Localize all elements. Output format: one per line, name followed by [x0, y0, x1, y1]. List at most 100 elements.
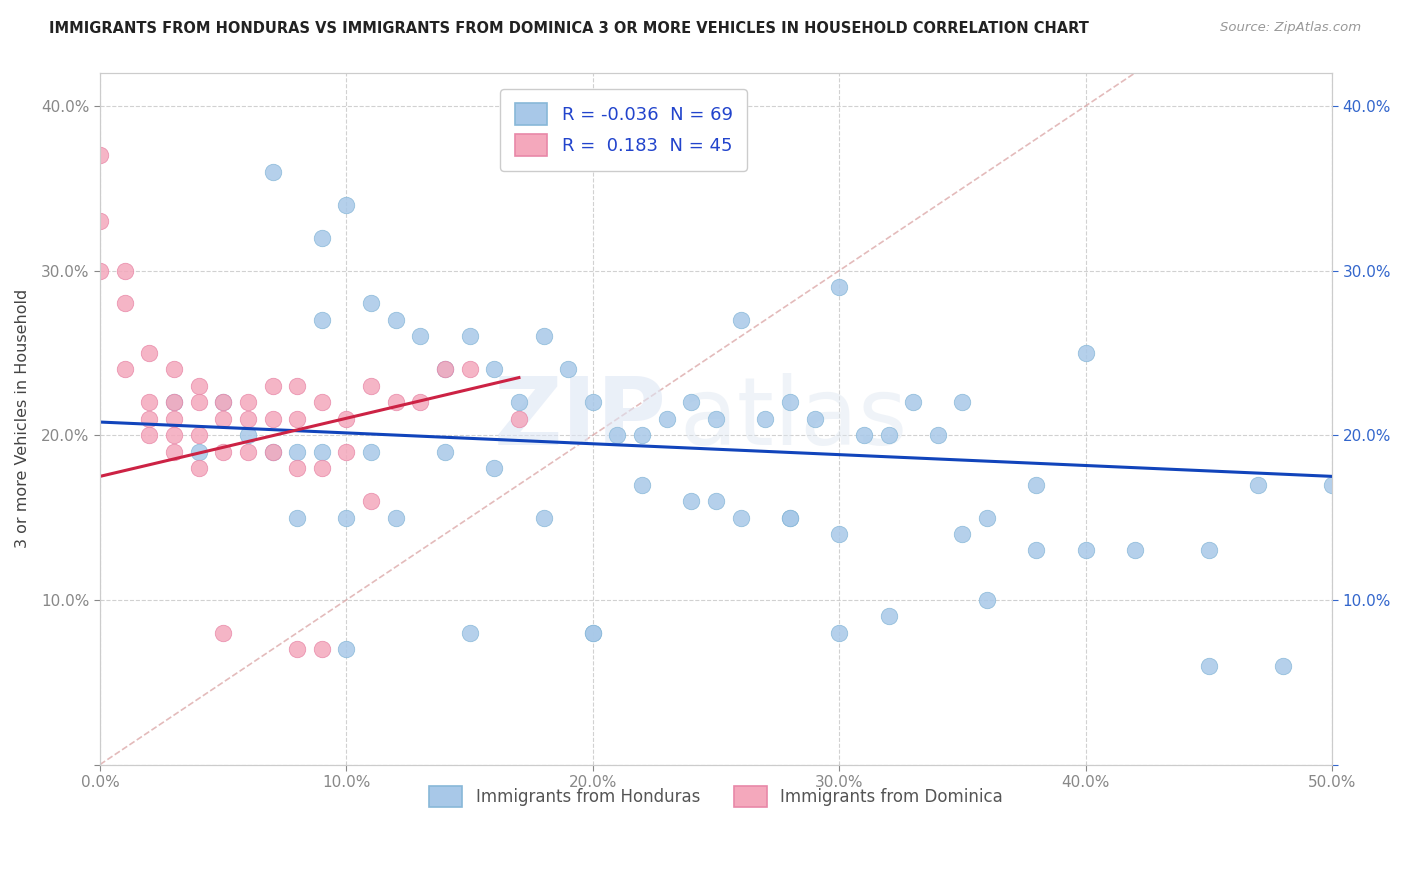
Point [952, 527, 974, 541]
Point [212, 625, 235, 640]
Point [89, 214, 111, 228]
Point [681, 494, 703, 508]
Point [236, 411, 259, 425]
Point [187, 428, 209, 442]
Point [828, 280, 851, 294]
Point [311, 461, 333, 475]
Point [779, 395, 801, 409]
Point [163, 362, 186, 376]
Point [1198, 543, 1220, 558]
Point [655, 411, 678, 425]
Point [236, 428, 259, 442]
Point [901, 395, 924, 409]
Point [976, 592, 998, 607]
Point [360, 444, 382, 458]
Point [384, 510, 406, 524]
Point [384, 313, 406, 327]
Point [1074, 543, 1097, 558]
Point [1198, 658, 1220, 673]
Point [409, 395, 432, 409]
Point [508, 395, 530, 409]
Point [730, 510, 752, 524]
Point [89, 148, 111, 162]
Point [285, 510, 308, 524]
Point [163, 395, 186, 409]
Point [458, 362, 481, 376]
Point [434, 362, 457, 376]
Point [138, 428, 160, 442]
Point [212, 411, 235, 425]
Point [285, 411, 308, 425]
Text: Source: ZipAtlas.com: Source: ZipAtlas.com [1220, 21, 1361, 35]
Point [557, 362, 579, 376]
Point [704, 494, 727, 508]
Point [138, 411, 160, 425]
Point [582, 625, 605, 640]
Point [335, 510, 357, 524]
Point [704, 411, 727, 425]
Point [1247, 477, 1270, 491]
Point [89, 263, 111, 277]
Point [262, 444, 284, 458]
Point [1320, 477, 1343, 491]
Point [828, 625, 851, 640]
Point [163, 395, 186, 409]
Point [409, 329, 432, 343]
Point [285, 444, 308, 458]
Point [311, 444, 333, 458]
Point [187, 395, 209, 409]
Point [779, 510, 801, 524]
Point [212, 395, 235, 409]
Point [877, 609, 900, 624]
Point [187, 379, 209, 393]
Point [262, 379, 284, 393]
Point [262, 444, 284, 458]
Point [138, 346, 160, 360]
Point [236, 395, 259, 409]
Point [335, 411, 357, 425]
Point [1271, 658, 1294, 673]
Point [212, 395, 235, 409]
Point [262, 165, 284, 179]
Point [877, 428, 900, 442]
Point [484, 362, 506, 376]
Point [285, 379, 308, 393]
Point [285, 642, 308, 657]
Point [1074, 346, 1097, 360]
Point [458, 625, 481, 640]
Point [1025, 477, 1047, 491]
Point [335, 444, 357, 458]
Point [533, 329, 555, 343]
Point [236, 444, 259, 458]
Y-axis label: 3 or more Vehicles in Household: 3 or more Vehicles in Household [15, 289, 30, 549]
Point [533, 510, 555, 524]
Point [360, 296, 382, 310]
Point [779, 510, 801, 524]
Point [484, 461, 506, 475]
Point [803, 411, 825, 425]
Point [360, 494, 382, 508]
Point [163, 444, 186, 458]
Point [360, 379, 382, 393]
Text: IMMIGRANTS FROM HONDURAS VS IMMIGRANTS FROM DOMINICA 3 OR MORE VEHICLES IN HOUSE: IMMIGRANTS FROM HONDURAS VS IMMIGRANTS F… [49, 21, 1090, 37]
Point [508, 411, 530, 425]
Point [1025, 543, 1047, 558]
Point [754, 411, 776, 425]
Point [187, 444, 209, 458]
Point [311, 313, 333, 327]
Point [631, 477, 654, 491]
Point [434, 362, 457, 376]
Text: ZIP: ZIP [494, 373, 666, 465]
Point [114, 362, 136, 376]
Point [952, 395, 974, 409]
Point [1123, 543, 1146, 558]
Point [212, 444, 235, 458]
Point [311, 642, 333, 657]
Point [582, 625, 605, 640]
Point [434, 444, 457, 458]
Point [730, 313, 752, 327]
Point [138, 395, 160, 409]
Point [114, 263, 136, 277]
Point [458, 329, 481, 343]
Point [606, 428, 628, 442]
